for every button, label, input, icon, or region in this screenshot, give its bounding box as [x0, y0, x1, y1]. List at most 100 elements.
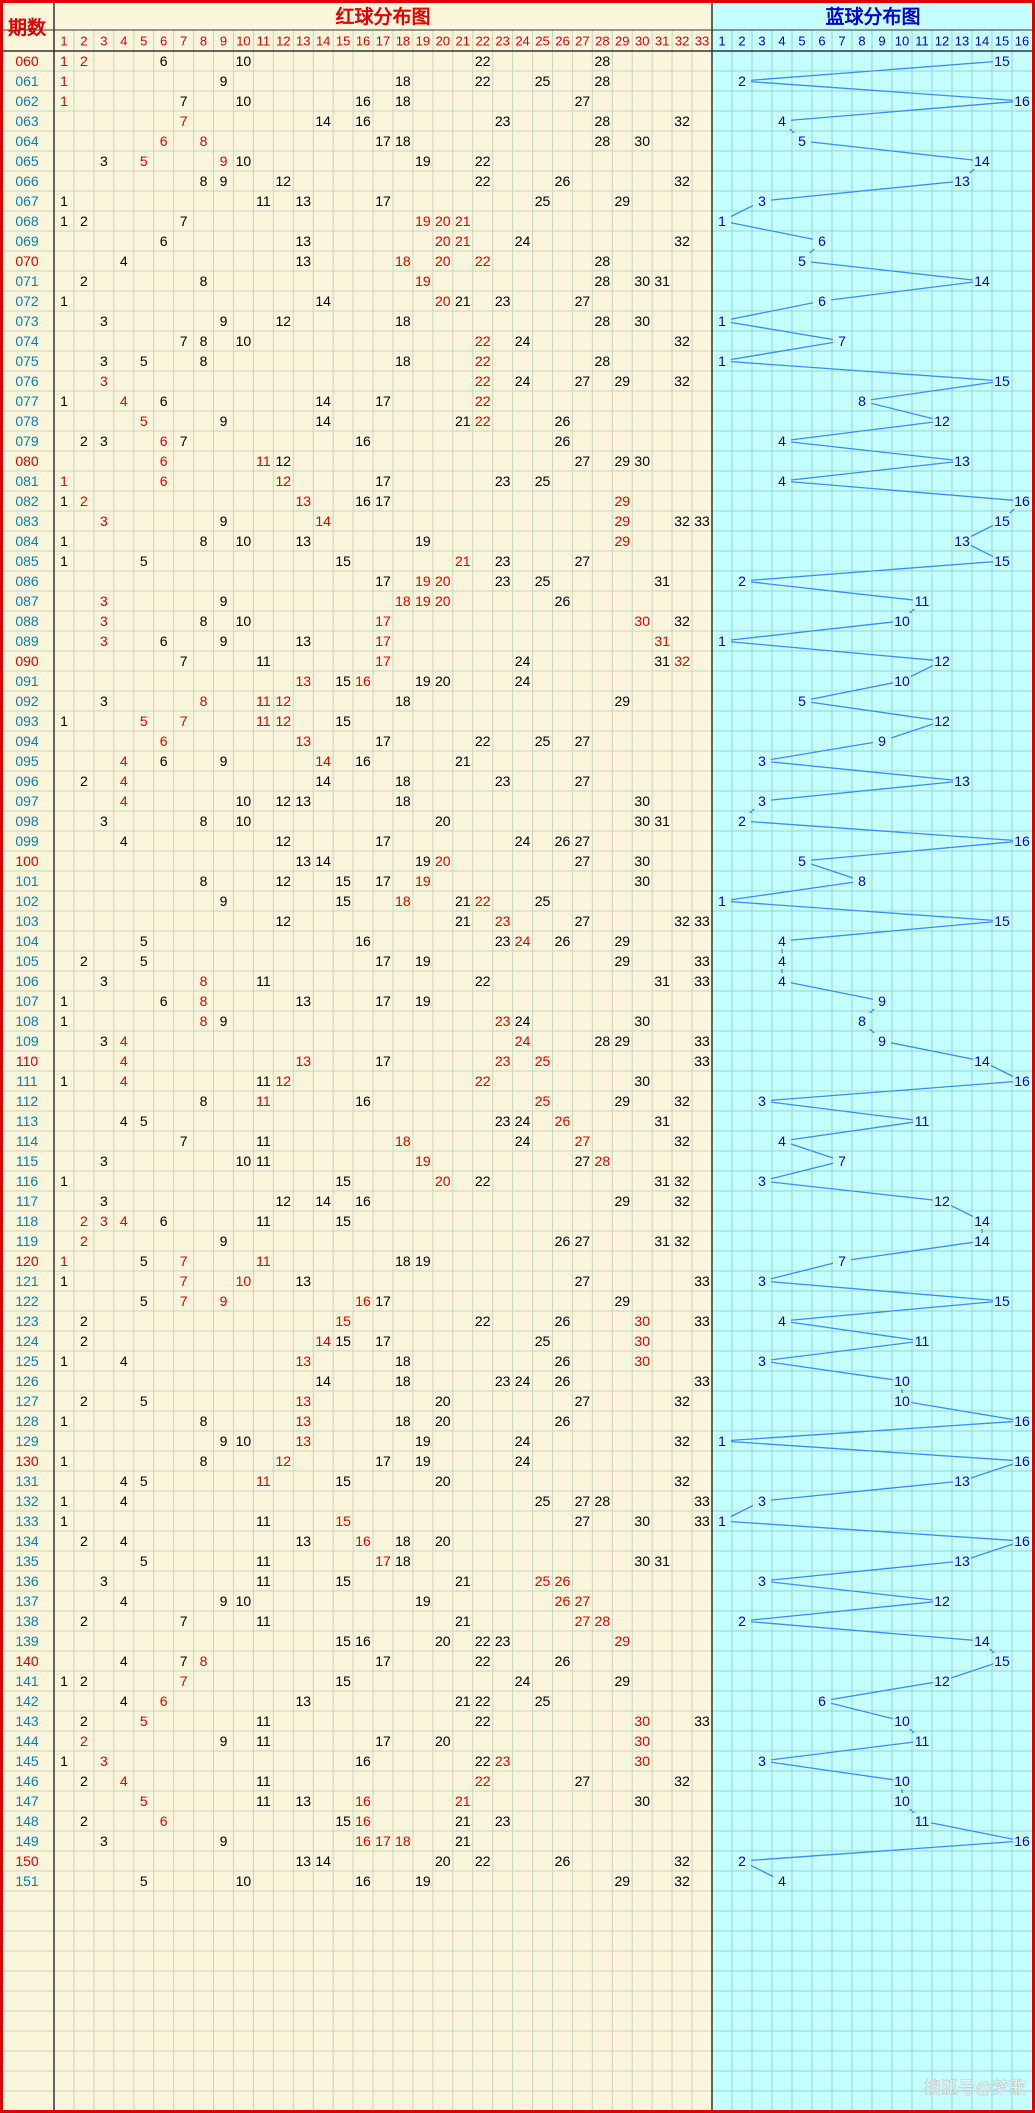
red-ball: 1	[60, 553, 68, 569]
blue-ball-bg	[913, 1813, 931, 1829]
period: 097	[15, 793, 39, 809]
red-ball: 20	[435, 1733, 451, 1749]
red-ball: 27	[575, 1493, 591, 1509]
red-ball: 22	[475, 173, 491, 189]
red-ball: 29	[614, 1193, 630, 1209]
red-ball: 9	[220, 1233, 228, 1249]
red-ball: 2	[80, 273, 88, 289]
blue-ball: 16	[1014, 1073, 1030, 1089]
red-ball: 22	[475, 373, 491, 389]
red-ball: 10	[236, 1873, 252, 1889]
red-ball: 20	[435, 213, 451, 229]
red-ball: 1	[60, 53, 68, 69]
blue-ball-bg	[753, 753, 771, 769]
blue-ball-bg	[713, 1433, 731, 1449]
blue-ball: 14	[974, 1633, 990, 1649]
red-ball: 7	[180, 433, 188, 449]
period: 102	[15, 893, 39, 909]
red-column-label: 28	[595, 34, 609, 49]
red-ball: 18	[395, 313, 411, 329]
red-ball: 5	[140, 1293, 148, 1309]
blue-ball: 3	[758, 1493, 766, 1509]
red-ball: 29	[614, 1673, 630, 1689]
period: 129	[15, 1433, 39, 1449]
blue-ball-bg	[993, 53, 1011, 69]
blue-ball: 11	[915, 1733, 930, 1749]
blue-column-label: 3	[758, 34, 765, 49]
red-ball: 4	[120, 1033, 128, 1049]
red-ball: 11	[256, 1133, 271, 1149]
red-ball: 3	[100, 1833, 108, 1849]
red-ball: 9	[220, 173, 228, 189]
red-ball: 26	[555, 1593, 571, 1609]
red-ball: 28	[595, 253, 611, 269]
red-ball: 8	[200, 353, 208, 369]
red-ball: 13	[295, 1693, 311, 1709]
red-ball: 7	[180, 1613, 188, 1629]
red-ball: 20	[435, 1393, 451, 1409]
red-ball: 20	[435, 1533, 451, 1549]
red-ball: 13	[295, 853, 311, 869]
red-column-label: 26	[555, 34, 569, 49]
red-ball: 15	[335, 1513, 351, 1529]
red-ball: 10	[236, 1433, 252, 1449]
red-ball: 26	[555, 1233, 571, 1249]
red-ball: 26	[555, 833, 571, 849]
blue-ball: 14	[974, 1233, 990, 1249]
period: 092	[15, 693, 39, 709]
red-column-label: 12	[276, 34, 290, 49]
red-ball: 25	[535, 1093, 551, 1109]
red-column-label: 32	[675, 34, 689, 49]
red-ball: 4	[120, 1533, 128, 1549]
red-ball: 23	[495, 473, 511, 489]
blue-column-label: 10	[895, 34, 909, 49]
period: 130	[15, 1453, 39, 1469]
red-ball: 7	[180, 713, 188, 729]
red-ball: 13	[295, 793, 311, 809]
red-ball: 17	[375, 1293, 391, 1309]
blue-ball: 2	[738, 813, 746, 829]
red-ball: 7	[180, 1273, 188, 1289]
red-ball: 17	[375, 953, 391, 969]
red-ball: 14	[315, 113, 331, 129]
red-ball: 16	[355, 1753, 371, 1769]
period: 117	[16, 1193, 39, 1209]
blue-ball-bg	[893, 1713, 911, 1729]
red-ball: 16	[355, 433, 371, 449]
red-ball: 22	[475, 413, 491, 429]
period: 074	[15, 333, 39, 349]
blue-ball: 7	[838, 333, 846, 349]
red-ball: 11	[256, 1213, 271, 1229]
blue-ball-bg	[993, 1293, 1011, 1309]
period: 124	[15, 1333, 39, 1349]
red-ball: 3	[100, 813, 108, 829]
red-ball: 1	[60, 713, 68, 729]
red-ball: 8	[200, 533, 208, 549]
blue-ball: 1	[718, 313, 726, 329]
blue-ball: 7	[838, 1253, 846, 1269]
blue-ball-bg	[993, 553, 1011, 569]
period: 150	[15, 1853, 39, 1869]
period: 142	[15, 1693, 39, 1709]
red-column-label: 33	[695, 34, 709, 49]
red-ball: 1	[60, 1173, 68, 1189]
red-ball: 14	[315, 853, 331, 869]
red-ball: 20	[435, 253, 451, 269]
red-ball: 32	[674, 1193, 690, 1209]
red-ball: 12	[276, 313, 292, 329]
red-ball: 2	[80, 1393, 88, 1409]
red-ball: 11	[256, 1153, 271, 1169]
red-ball: 31	[654, 1233, 670, 1249]
red-ball: 19	[415, 533, 431, 549]
red-ball: 32	[674, 1473, 690, 1489]
blue-ball-bg	[753, 1273, 771, 1289]
red-ball: 17	[375, 1053, 391, 1069]
red-ball: 8	[200, 613, 208, 629]
red-ball: 16	[355, 1533, 371, 1549]
red-ball: 12	[276, 913, 292, 929]
blue-ball: 6	[818, 293, 826, 309]
blue-ball-bg	[933, 1673, 951, 1689]
red-ball: 28	[595, 133, 611, 149]
red-ball: 30	[634, 1313, 650, 1329]
red-ball: 12	[276, 173, 292, 189]
